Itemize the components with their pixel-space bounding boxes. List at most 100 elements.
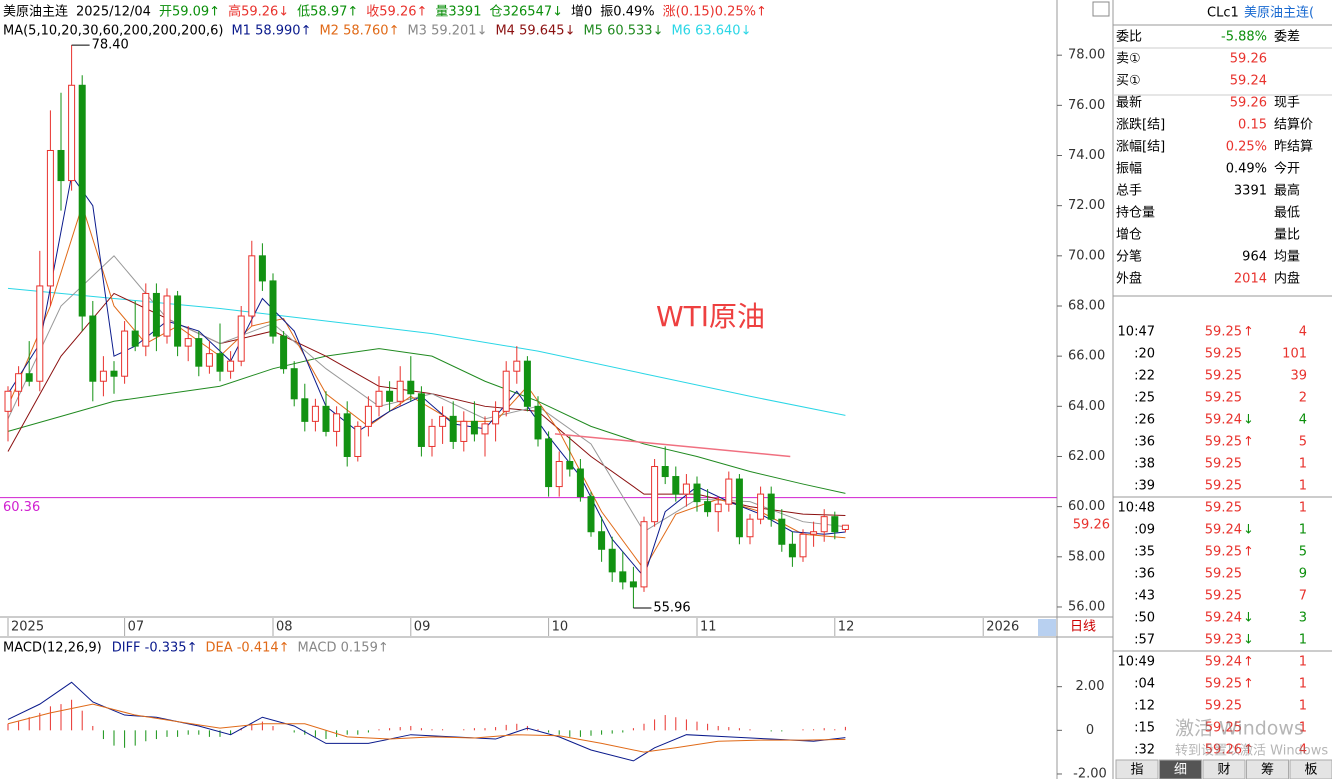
tick-time: :39 (1134, 479, 1155, 494)
candle-body (301, 398, 309, 422)
watermark: 激活 Windows (1175, 718, 1304, 740)
candle-body (15, 373, 23, 392)
tick-price: 59.25 (1205, 567, 1242, 582)
candle-body (598, 531, 606, 550)
tick-volume: 101 (1282, 347, 1307, 362)
candle-body (576, 468, 584, 498)
candle-body (831, 516, 839, 533)
tick-time: :20 (1134, 347, 1155, 362)
tick-price: 59.25 (1205, 369, 1242, 384)
candle-body (693, 483, 701, 503)
legend-text: 振0.49% (600, 5, 654, 20)
watermark: 转到设置以激活 Windows (1175, 744, 1328, 759)
quote-value: 0.25% (1226, 140, 1267, 155)
legend-text: MA(5,10,20,30,60,200,200,200,6) (3, 24, 223, 39)
y-tick-label: 56.00 (1068, 599, 1105, 614)
candle-body (492, 410, 500, 425)
quote-value: 3391 (1234, 184, 1267, 199)
candle-body (163, 295, 171, 337)
candle-body (258, 255, 266, 282)
candle-body (725, 478, 733, 505)
tab-label[interactable]: 板 (1304, 763, 1317, 778)
tick-price: 59.25 (1205, 391, 1242, 406)
tab-label[interactable]: 细 (1174, 763, 1187, 778)
dea-line (7, 703, 846, 753)
tab[interactable] (1246, 759, 1289, 779)
candle-body (810, 531, 818, 535)
y-tick-label: 74.00 (1068, 148, 1105, 163)
tick-arrow: ↓ (1243, 633, 1254, 648)
tick-volume: 1 (1299, 501, 1307, 516)
legend-text: M6 63.640↓ (671, 24, 751, 39)
tick-price: 59.25 (1205, 699, 1242, 714)
y-tick-label: 64.00 (1068, 399, 1105, 414)
candle-body (460, 420, 468, 442)
window-button[interactable] (1092, 1, 1110, 17)
tick-volume: 39 (1290, 369, 1307, 384)
callout-label: 78.40 (92, 38, 129, 53)
quote-label: 卖① (1116, 52, 1141, 67)
candle-body (682, 483, 690, 495)
tick-price: 59.25 (1205, 479, 1242, 494)
quote-label: 分笔 (1116, 249, 1142, 265)
tick-arrow: ↓ (1243, 611, 1254, 626)
tick-time: :26 (1134, 413, 1155, 428)
tick-price: 59.25 (1205, 457, 1242, 472)
candle-body (195, 338, 203, 367)
tick-time: :09 (1134, 523, 1155, 538)
tick-arrow: ↑ (1243, 743, 1254, 758)
chart-label: WTI原油 (656, 300, 765, 333)
tick-time: :43 (1134, 589, 1155, 604)
candle-body (470, 420, 478, 435)
period-label[interactable]: 日线 (1070, 620, 1096, 635)
quote-label: 涨幅[结] (1116, 140, 1165, 155)
tick-volume: 4 (1299, 325, 1307, 340)
x-tick-label: 10 (552, 620, 569, 635)
tick-price: 59.24 (1205, 611, 1242, 626)
macd-title: MACD(12,26,9) (3, 641, 102, 656)
quote-label: 最低 (1274, 206, 1300, 221)
scrollbar[interactable] (1038, 619, 1056, 636)
candle-body (343, 413, 351, 457)
tab[interactable] (1115, 759, 1159, 779)
legend-text: M4 59.645↓ (495, 24, 575, 39)
symbol-name: 美原油主连( (1244, 5, 1314, 21)
tab[interactable] (1289, 759, 1332, 779)
tick-arrow: ↑ (1243, 435, 1254, 450)
tab-label[interactable]: 财 (1217, 763, 1230, 778)
tab-label[interactable]: 筹 (1261, 762, 1274, 778)
quote-label: 内盘 (1274, 271, 1300, 287)
symbol: CLc1 (1207, 6, 1239, 21)
y-tick-label: 62.00 (1068, 449, 1105, 464)
tab[interactable] (1202, 759, 1246, 779)
candle-body (4, 390, 12, 412)
legend-text: 量3391 (435, 5, 481, 20)
tab[interactable] (1159, 759, 1202, 779)
tick-time: 10:49 (1118, 655, 1155, 670)
tick-volume: 4 (1299, 413, 1307, 428)
legend-text: 增0 (571, 5, 592, 20)
y-tick-label: 60.00 (1068, 499, 1105, 514)
tick-arrow: ↑ (1243, 677, 1254, 692)
candle-body (216, 353, 224, 372)
candle-body (280, 335, 288, 370)
candle-body (142, 292, 150, 347)
tick-price: 59.24 (1205, 523, 1242, 538)
tick-price: 59.25 (1205, 347, 1242, 362)
tick-time: :57 (1134, 633, 1155, 648)
x-tick-label: 2026 (986, 620, 1019, 635)
last-price: 59.26 (1073, 518, 1110, 533)
tab-label[interactable]: 指 (1130, 763, 1143, 778)
legend-text: DIFF -0.335↑ (112, 641, 198, 656)
quote-label: 今开 (1274, 161, 1300, 177)
y-tick-label: 58.00 (1068, 549, 1105, 564)
quote-label: 昨结算 (1274, 140, 1313, 155)
candle-body (99, 370, 107, 382)
tick-time: :50 (1134, 611, 1155, 626)
candle-body (672, 476, 680, 495)
tick-arrow: ↓ (1243, 413, 1254, 428)
tick-volume: 1 (1299, 677, 1307, 692)
quote-value: 59.26 (1230, 96, 1267, 111)
candle-body (68, 84, 76, 182)
